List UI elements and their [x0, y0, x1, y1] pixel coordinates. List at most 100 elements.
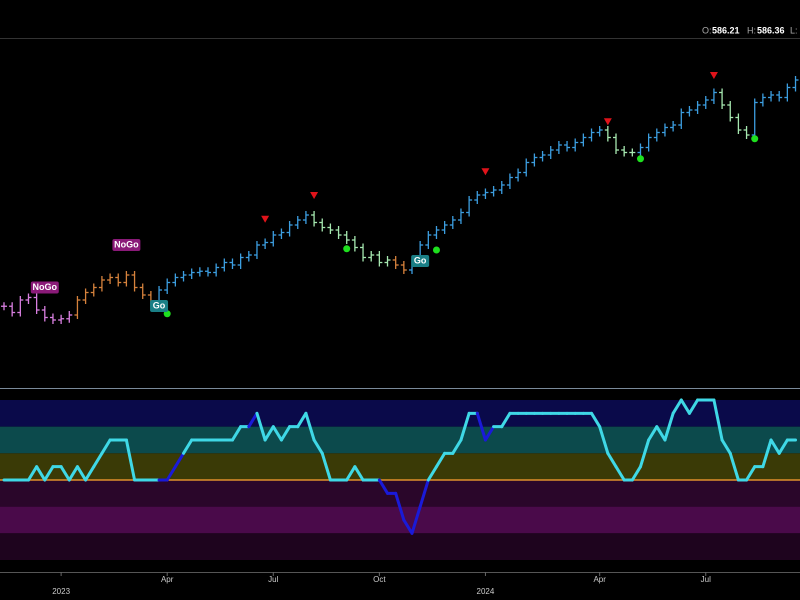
price-bar	[727, 101, 734, 122]
buy-signal	[751, 135, 759, 143]
price-bar	[710, 88, 717, 104]
price-bar	[41, 306, 48, 322]
price-bar	[351, 236, 358, 252]
price-bar	[661, 123, 668, 137]
oscillator-segment	[606, 451, 618, 469]
buy-signal	[636, 155, 644, 163]
price-bar	[107, 273, 114, 284]
price-bar	[302, 211, 309, 224]
price-bar	[196, 267, 203, 277]
price-bar	[637, 143, 644, 157]
price-bar	[580, 133, 587, 147]
oscillator-segment	[255, 411, 267, 442]
price-bar	[743, 126, 750, 139]
oscillator-segment	[598, 425, 610, 455]
oscillator-segment	[173, 451, 186, 469]
price-bar	[702, 96, 709, 109]
oscillator-band	[0, 480, 800, 507]
oscillator-segment	[614, 465, 626, 482]
oscillator-segment	[402, 518, 414, 535]
price-bar	[776, 91, 783, 102]
price-bar	[294, 216, 301, 229]
x-tick-label: 2023	[52, 587, 70, 596]
oscillator-segment	[26, 465, 39, 482]
price-bar	[270, 231, 277, 247]
price-bar	[245, 251, 252, 262]
price-bar	[792, 76, 799, 92]
price-bar	[25, 293, 32, 304]
oscillator-segment	[320, 451, 332, 482]
price-bar	[213, 263, 220, 277]
high-label: H:	[747, 25, 756, 35]
signal-label-box	[150, 300, 169, 312]
oscillator-segment	[655, 425, 667, 442]
price-bar	[506, 173, 513, 189]
price-bar	[392, 256, 399, 269]
oscillator-segment	[247, 411, 259, 429]
price-bar	[490, 186, 497, 197]
price-bar	[278, 228, 285, 239]
oscillator-segment	[92, 451, 104, 469]
oscillator-segment	[279, 425, 292, 442]
price-bar	[735, 113, 742, 134]
price-bar	[564, 141, 571, 152]
x-tick-label: Jul	[268, 575, 278, 584]
price-bar	[286, 221, 293, 237]
oscillator-segment	[459, 411, 471, 442]
oscillator-band	[0, 400, 800, 427]
high-value: 586.36	[757, 25, 785, 35]
price-bar	[327, 223, 334, 234]
price-bar	[719, 88, 726, 109]
price-bar	[237, 253, 244, 269]
oscillator-segment	[75, 465, 88, 482]
oscillator-segment	[475, 411, 487, 442]
price-bar	[555, 141, 562, 154]
oscillator-segment	[182, 438, 194, 455]
price-bar	[98, 276, 105, 292]
price-bar	[376, 251, 383, 267]
x-tick-label: Jul	[701, 575, 711, 584]
oscillator-segment	[647, 425, 659, 442]
oscillator-segment	[165, 465, 177, 482]
oscillator-segment	[712, 398, 724, 442]
oscillator-segment	[418, 478, 430, 509]
oscillator-band	[0, 533, 800, 560]
signal-label-box	[411, 255, 430, 267]
price-bar	[547, 146, 554, 159]
price-bar	[253, 241, 260, 259]
oscillator-segment	[377, 478, 390, 495]
x-tick-label: Oct	[373, 575, 386, 584]
price-bar	[588, 128, 595, 142]
oscillator-segment	[590, 411, 602, 429]
sell-signal	[603, 118, 612, 126]
price-bar	[645, 133, 652, 152]
price-bar	[58, 314, 65, 324]
oscillator-segment	[263, 425, 275, 442]
sell-signal	[261, 215, 270, 223]
oscillator-band	[0, 453, 800, 480]
price-bar	[229, 258, 236, 269]
price-bar	[221, 258, 228, 272]
price-bar	[433, 226, 440, 239]
open-value: 586.21	[712, 25, 740, 35]
sell-signal	[481, 168, 490, 176]
price-bar	[343, 231, 350, 244]
oscillator-segment	[124, 438, 137, 482]
oscillator-segment	[43, 465, 55, 482]
price-bar	[172, 273, 179, 287]
oscillator-segment	[84, 465, 96, 482]
price-bar	[74, 296, 81, 319]
price-bar	[629, 148, 636, 157]
price-bar	[335, 226, 342, 239]
price-bar	[515, 168, 522, 182]
oscillator-segment	[630, 465, 642, 482]
oscillator-segment	[100, 438, 112, 455]
price-bar	[360, 243, 367, 262]
price-bar	[694, 101, 701, 114]
low-label: L:	[790, 25, 798, 35]
price-bar	[686, 106, 693, 117]
oscillator-segment	[304, 411, 316, 442]
x-tick-label: Apr	[593, 575, 606, 584]
price-bar	[531, 153, 538, 167]
price-bar	[596, 126, 603, 137]
